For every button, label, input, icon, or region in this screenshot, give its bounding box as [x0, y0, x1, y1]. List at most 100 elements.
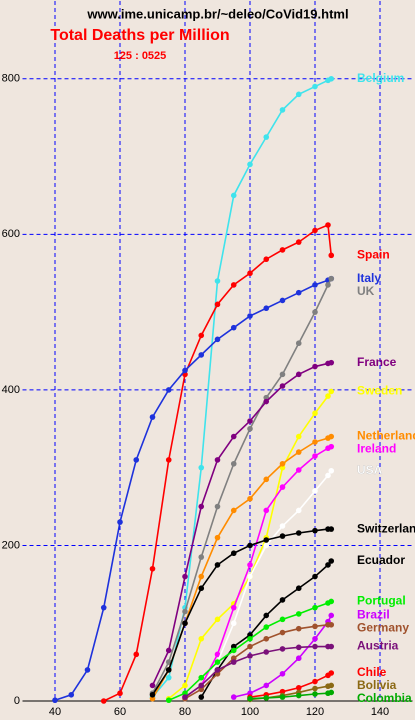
data-point	[312, 410, 318, 417]
data-point	[165, 647, 172, 654]
legend-label: Italy	[357, 271, 381, 285]
y-tick-label: 400	[2, 384, 20, 396]
data-point	[247, 161, 253, 168]
x-tick-label: 140	[371, 706, 389, 718]
data-point	[198, 332, 205, 339]
data-point	[328, 388, 335, 395]
data-point	[182, 573, 188, 580]
data-point	[279, 688, 286, 695]
data-point	[325, 562, 331, 568]
data-point	[279, 523, 286, 529]
data-point	[328, 252, 335, 259]
legend-label: Portugal	[357, 594, 406, 608]
data-point	[312, 282, 318, 288]
data-point	[247, 695, 253, 702]
data-point	[198, 686, 205, 693]
data-point	[247, 418, 253, 424]
data-point	[328, 621, 335, 628]
x-tick-label: 60	[114, 706, 126, 718]
data-point	[312, 453, 318, 459]
data-point	[328, 598, 335, 605]
data-point	[165, 457, 172, 463]
data-point	[279, 383, 286, 389]
data-point	[279, 694, 286, 700]
data-point	[328, 433, 335, 440]
legend-label: Sweden	[357, 384, 402, 398]
data-point	[214, 278, 221, 284]
legend-label: France	[357, 355, 397, 369]
data-point	[198, 573, 205, 580]
data-point	[328, 359, 335, 366]
data-point	[312, 623, 318, 630]
data-point	[247, 632, 253, 638]
chart-title: Total Deaths per Million	[50, 27, 229, 44]
data-point	[295, 449, 302, 455]
data-point	[247, 690, 253, 697]
data-point	[198, 682, 205, 689]
data-point	[279, 297, 286, 304]
data-point	[182, 682, 188, 689]
data-point	[230, 460, 237, 467]
data-point	[263, 635, 270, 642]
data-point	[133, 457, 140, 463]
legend-label: Netherlands	[357, 429, 415, 443]
data-point	[263, 649, 270, 655]
data-point	[247, 635, 253, 642]
data-point	[247, 425, 253, 432]
data-point	[312, 685, 318, 692]
data-point	[279, 464, 286, 471]
data-point	[295, 340, 302, 347]
x-tick-label: 120	[306, 706, 324, 718]
data-point	[117, 690, 123, 697]
data-point	[230, 655, 237, 662]
data-point	[198, 464, 205, 471]
data-point	[182, 620, 188, 627]
data-point	[214, 301, 221, 308]
data-point	[295, 684, 302, 691]
legend-label: Germany	[357, 621, 409, 635]
data-point	[198, 554, 205, 560]
data-point	[279, 460, 286, 467]
data-point	[230, 604, 237, 611]
data-point	[295, 585, 302, 592]
data-point	[279, 597, 286, 603]
data-point	[279, 533, 286, 539]
legend-label: Switzerland	[357, 521, 415, 535]
data-point	[312, 678, 318, 685]
data-point	[198, 503, 205, 510]
data-point	[312, 227, 318, 234]
data-point	[328, 275, 335, 282]
data-point	[312, 643, 318, 650]
data-point	[182, 694, 188, 700]
legend-label: Colombia	[357, 691, 412, 705]
data-point	[230, 694, 237, 700]
data-point	[247, 643, 253, 650]
data-point	[149, 682, 156, 689]
legend-label: Chile	[357, 665, 387, 679]
data-point	[165, 697, 172, 704]
data-point	[295, 625, 302, 632]
data-point	[279, 616, 286, 623]
data-point	[230, 433, 237, 440]
data-point	[263, 305, 270, 312]
x-tick-label: 100	[241, 706, 259, 718]
data-point	[182, 608, 188, 615]
data-point	[295, 239, 302, 245]
data-point	[214, 336, 221, 343]
legend-label: Austria	[357, 639, 399, 653]
legend-label: Ecuador	[357, 553, 405, 567]
data-point	[100, 698, 107, 704]
data-point	[328, 682, 335, 689]
data-point	[295, 611, 302, 617]
data-point	[325, 222, 331, 228]
data-point	[68, 691, 75, 698]
data-point	[230, 550, 237, 557]
data-point	[295, 692, 302, 699]
data-point	[198, 674, 205, 681]
data-point	[100, 604, 107, 611]
legend-label: UK	[357, 284, 375, 298]
data-point	[295, 371, 302, 378]
data-point	[263, 256, 270, 263]
data-point	[328, 689, 335, 696]
